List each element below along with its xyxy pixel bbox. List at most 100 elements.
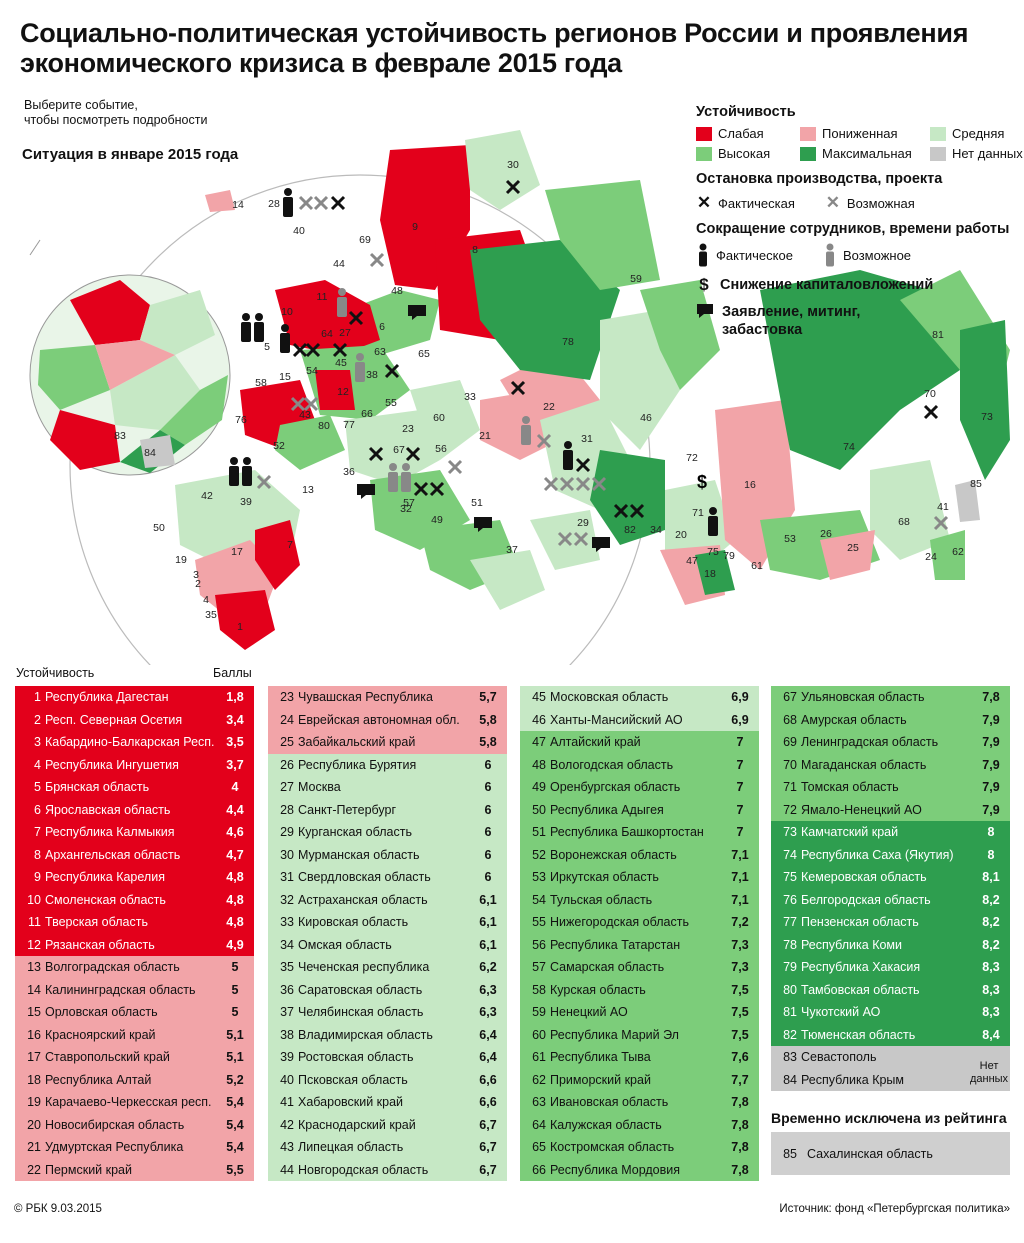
table-row[interactable]: 47 Алтайский край 7 <box>520 731 759 754</box>
table-row[interactable]: 54 Тульская область 7,1 <box>520 888 759 911</box>
speech-bubble-icon[interactable] <box>408 305 426 320</box>
table-row[interactable]: 68 Амурская область 7,9 <box>771 708 1010 731</box>
x-mark-icon[interactable] <box>413 481 429 497</box>
person-icon[interactable] <box>254 313 264 342</box>
map-region-label[interactable]: 13 <box>302 484 314 496</box>
map-region-label[interactable]: 63 <box>374 346 386 358</box>
table-row[interactable]: 59 Ненецкий АО 7,5 <box>520 1001 759 1024</box>
table-row[interactable]: 62 Приморский край 7,7 <box>520 1068 759 1091</box>
map-region-label[interactable]: 57 <box>403 497 415 509</box>
person-icon[interactable] <box>401 463 411 492</box>
table-row[interactable]: 42 Краснодарский край 6,7 <box>268 1113 507 1136</box>
map-region-label[interactable]: 18 <box>704 568 716 580</box>
x-mark-icon[interactable] <box>368 446 384 462</box>
x-mark-icon[interactable] <box>369 252 385 268</box>
dollar-icon[interactable]: $ <box>697 472 707 492</box>
map-region-label[interactable]: 76 <box>235 414 247 426</box>
x-mark-icon[interactable] <box>447 459 463 475</box>
map-region-label[interactable]: 80 <box>318 420 330 432</box>
x-mark-icon[interactable] <box>933 515 949 531</box>
map-region-label[interactable]: 10 <box>281 306 293 318</box>
person-icon[interactable] <box>280 324 290 353</box>
map-region-label[interactable]: 55 <box>385 397 397 409</box>
table-row[interactable]: 70 Магаданская область 7,9 <box>771 753 1010 776</box>
map-region-label[interactable]: 64 <box>321 328 333 340</box>
table-row[interactable]: 33 Кировская область 6,1 <box>268 911 507 934</box>
x-mark-icon[interactable] <box>298 195 314 211</box>
table-row[interactable]: 37 Челябинская область 6,3 <box>268 1001 507 1024</box>
map-region-label[interactable]: 4 <box>203 594 209 606</box>
map-region-label[interactable]: 33 <box>464 391 476 403</box>
map-region-label[interactable]: 35 <box>205 609 217 621</box>
x-mark-icon[interactable] <box>348 310 364 326</box>
x-mark-icon[interactable] <box>305 342 321 358</box>
map-region-label[interactable]: 71 <box>692 507 704 519</box>
table-row[interactable]: 18 Республика Алтай 5,2 <box>15 1068 254 1091</box>
x-mark-icon[interactable] <box>292 342 308 358</box>
map-region-label[interactable]: 74 <box>843 441 855 453</box>
x-mark-icon[interactable] <box>575 457 591 473</box>
map-region-label[interactable]: 40 <box>293 225 305 237</box>
map-region-label[interactable]: 25 <box>847 542 859 554</box>
table-row[interactable]: 66 Республика Мордовия 7,8 <box>520 1158 759 1181</box>
map-region-label[interactable]: 59 <box>630 273 642 285</box>
table-row[interactable]: 30 Мурманская область 6 <box>268 843 507 866</box>
map-region-label[interactable]: 19 <box>175 554 187 566</box>
map-region-label[interactable]: 56 <box>435 443 447 455</box>
table-row[interactable]: 31 Свердловская область 6 <box>268 866 507 889</box>
map-region-label[interactable]: 26 <box>820 528 832 540</box>
map-region-label[interactable]: 45 <box>335 357 347 369</box>
x-mark-icon[interactable] <box>330 195 346 211</box>
x-mark-icon[interactable] <box>303 396 319 412</box>
map-region-label[interactable]: 15 <box>279 371 291 383</box>
table-row[interactable]: 44 Новгородская область 6,7 <box>268 1158 507 1181</box>
table-row[interactable]: 57 Самарская область 7,3 <box>520 956 759 979</box>
table-row[interactable]: 56 Республика Татарстан 7,3 <box>520 933 759 956</box>
map-region-label[interactable]: 36 <box>343 466 355 478</box>
map-region-label[interactable]: 52 <box>273 440 285 452</box>
map-region-label[interactable]: 16 <box>744 479 756 491</box>
x-mark-icon[interactable] <box>313 195 329 211</box>
person-icon[interactable] <box>563 441 573 470</box>
table-row[interactable]: 67 Ульяновская область 7,8 <box>771 686 1010 709</box>
map-region-label[interactable]: 2 <box>195 578 201 590</box>
map-region-label[interactable]: 82 <box>624 524 636 536</box>
map-region-label[interactable]: 49 <box>431 514 443 526</box>
map-region-label[interactable]: 79 <box>723 550 735 562</box>
map-region-label[interactable]: 9 <box>412 221 418 233</box>
person-icon[interactable] <box>708 507 718 536</box>
table-row[interactable]: 23 Чувашская Республика 5,7 <box>268 686 507 709</box>
map-region-label[interactable]: 41 <box>937 501 949 513</box>
map-region-label[interactable]: 34 <box>650 524 662 536</box>
map-region-label[interactable]: 78 <box>562 336 574 348</box>
table-row[interactable]: 81 Чукотский АО 8,3 <box>771 1001 1010 1024</box>
map-region-label[interactable]: 22 <box>543 401 555 413</box>
table-row[interactable]: 71 Томская область 7,9 <box>771 776 1010 799</box>
person-icon[interactable] <box>229 457 239 486</box>
map-region-label[interactable]: 46 <box>640 412 652 424</box>
table-row[interactable]: 39 Ростовская область 6,4 <box>268 1046 507 1069</box>
table-row[interactable]: 55 Нижегородская область 7,2 <box>520 911 759 934</box>
map-region-label[interactable]: 72 <box>686 452 698 464</box>
table-row[interactable]: 5 Брянская область 4 <box>15 776 254 799</box>
table-row[interactable]: 10 Смоленская область 4,8 <box>15 888 254 911</box>
table-row[interactable]: 74 Республика Саха (Якутия) 8 <box>771 843 1010 866</box>
person-icon[interactable] <box>241 313 251 342</box>
map-region-label[interactable]: 38 <box>366 369 378 381</box>
map-region-label[interactable]: 62 <box>952 546 964 558</box>
table-row[interactable]: 29 Курганская область 6 <box>268 821 507 844</box>
speech-bubble-icon[interactable] <box>592 537 610 552</box>
person-icon[interactable] <box>242 457 252 486</box>
map-region-label[interactable]: 75 <box>707 546 719 558</box>
map-region-label[interactable]: 30 <box>507 159 519 171</box>
x-mark-icon[interactable] <box>559 476 575 492</box>
table-row[interactable]: 79 Республика Хакасия 8,3 <box>771 956 1010 979</box>
table-row[interactable]: 17 Ставропольский край 5,1 <box>15 1046 254 1069</box>
map-region-label[interactable]: 81 <box>932 329 944 341</box>
x-mark-icon[interactable] <box>405 446 421 462</box>
map-region-label[interactable]: 20 <box>675 529 687 541</box>
table-row[interactable]: 83 Севастополь <box>771 1046 1010 1069</box>
map-region-label[interactable]: 28 <box>268 198 280 210</box>
map-region-label[interactable]: 39 <box>240 496 252 508</box>
map-region-label[interactable]: 68 <box>898 516 910 528</box>
